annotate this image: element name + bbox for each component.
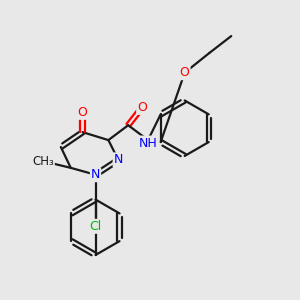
Text: O: O <box>78 106 88 119</box>
Text: O: O <box>137 101 147 114</box>
Text: O: O <box>180 66 190 79</box>
Text: N: N <box>91 168 100 181</box>
Text: Cl: Cl <box>89 220 102 233</box>
Text: NH: NH <box>139 136 158 150</box>
Text: CH₃: CH₃ <box>32 155 54 168</box>
Text: N: N <box>114 153 123 167</box>
